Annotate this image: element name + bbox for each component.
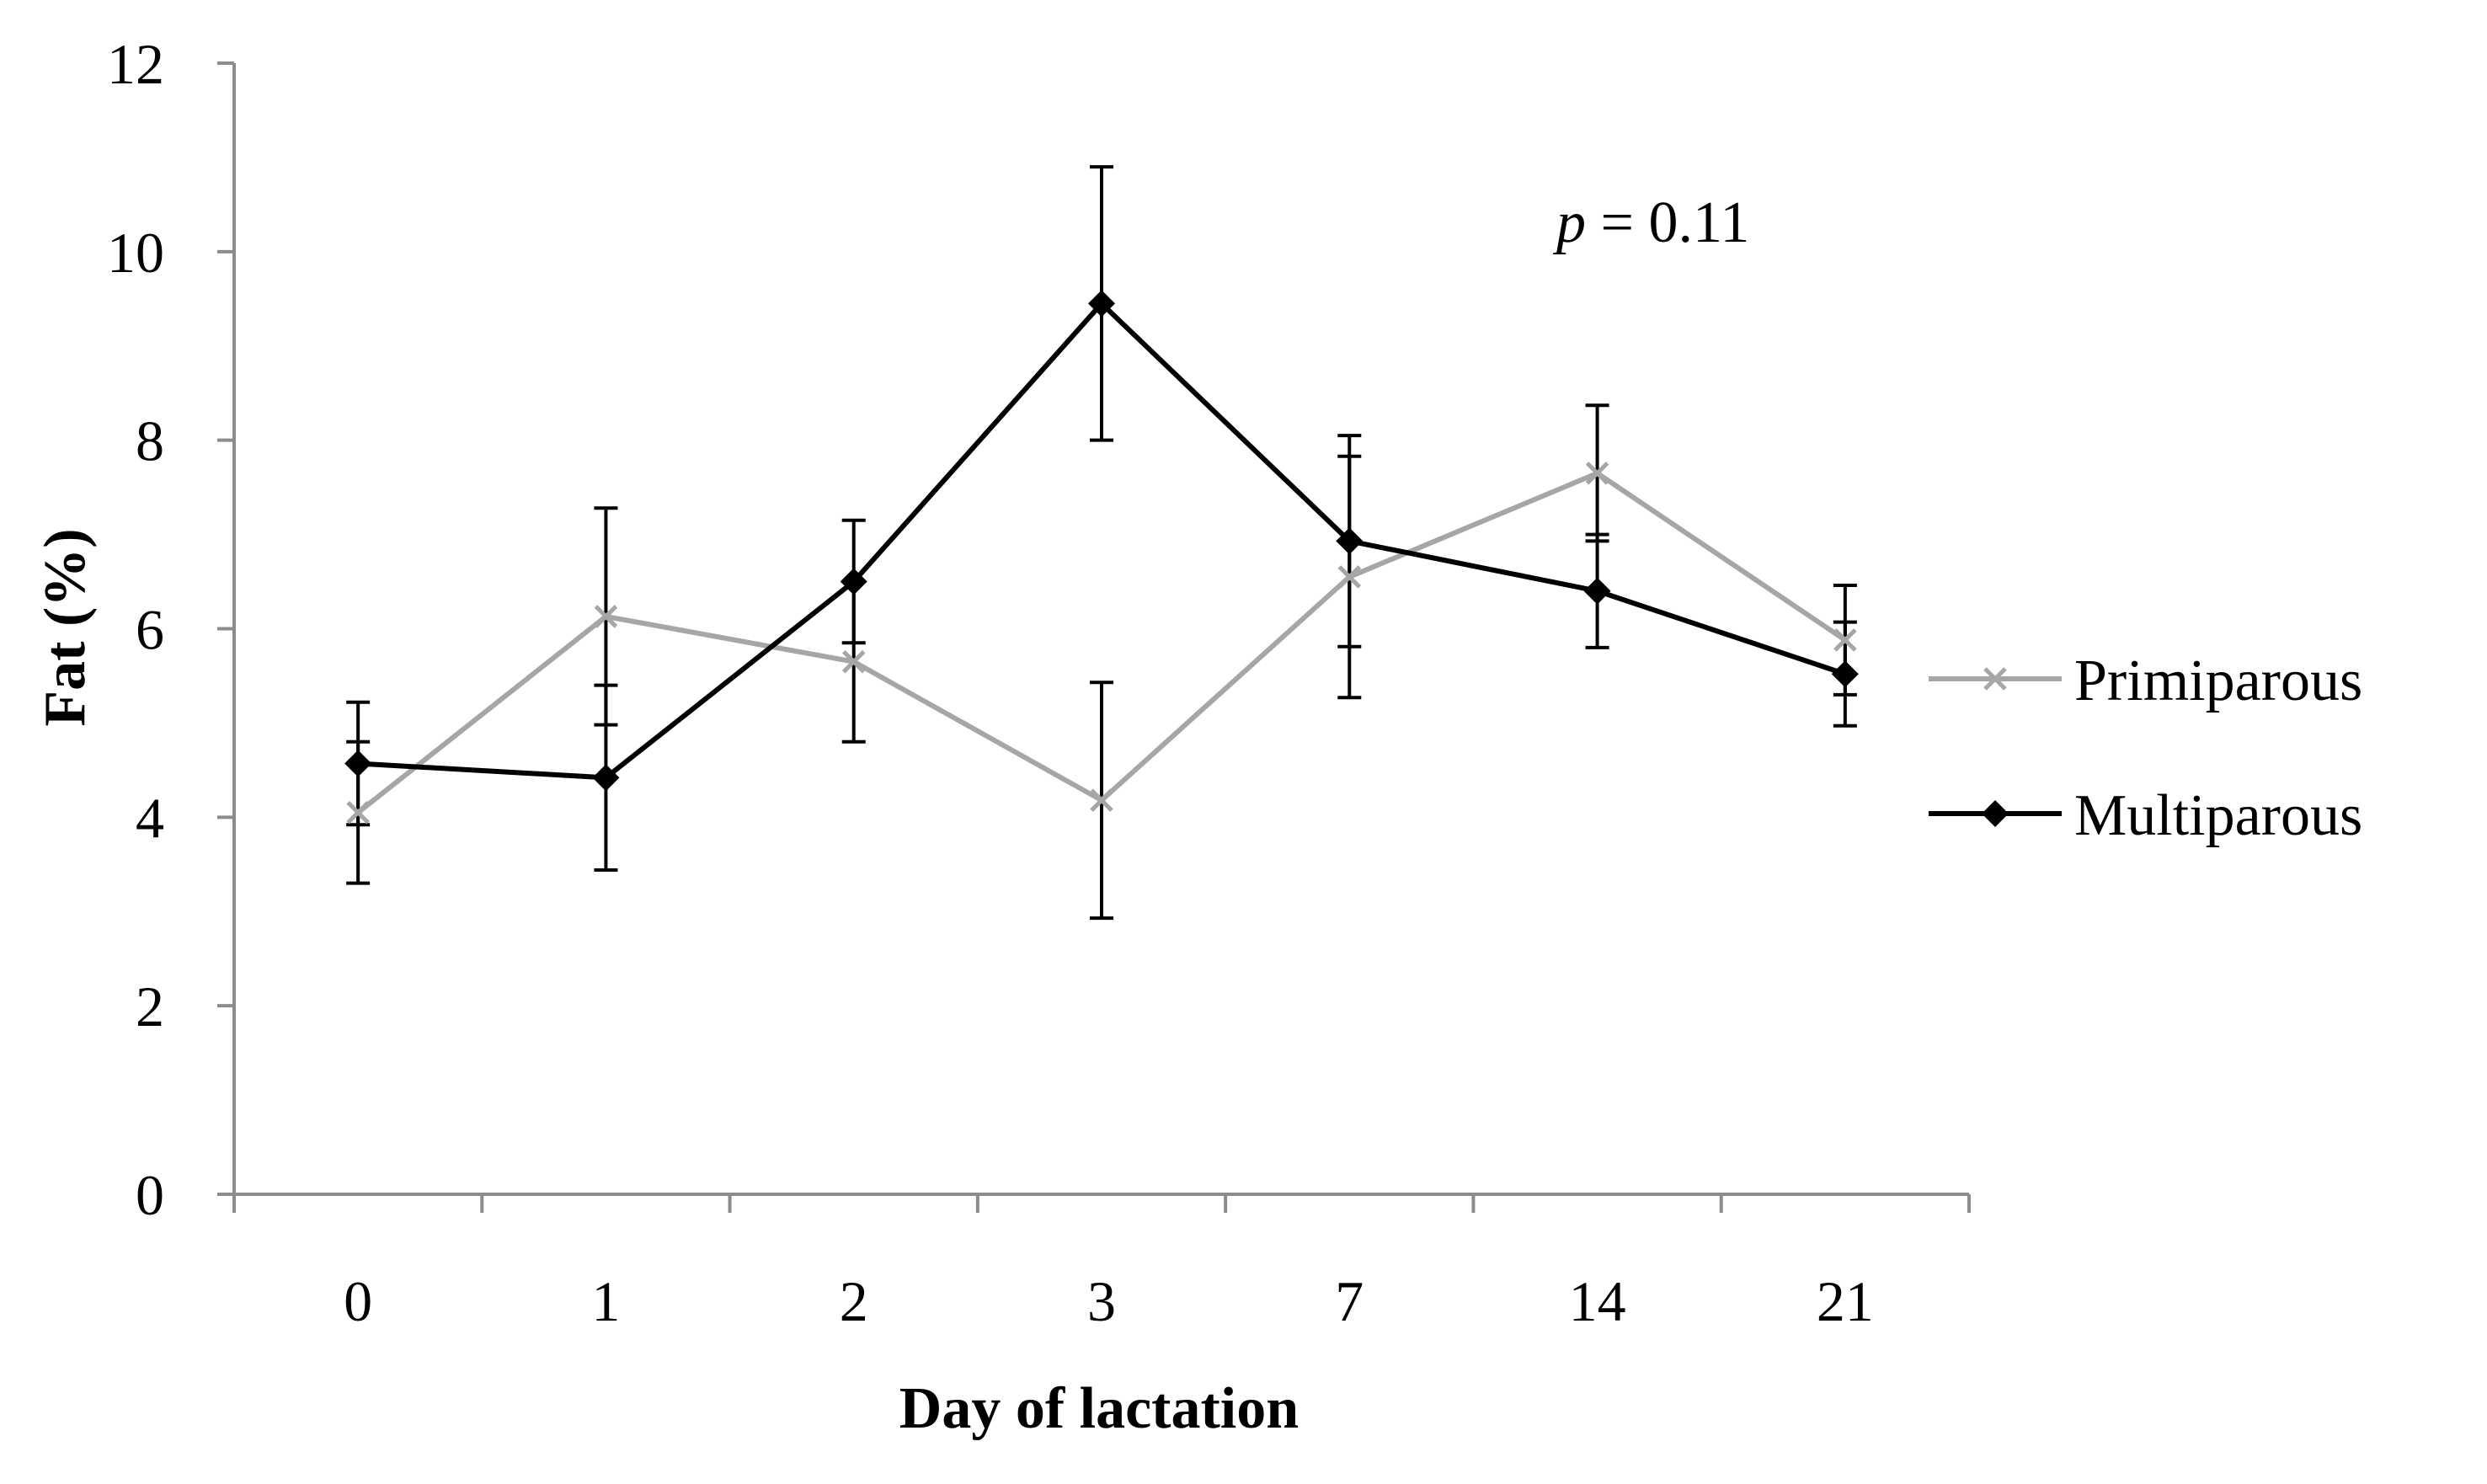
error-bars (346, 165, 1857, 921)
series-markers (344, 290, 1859, 825)
y-tick-label: 10 (107, 221, 164, 285)
primiparous-point-stroke-b (841, 649, 866, 674)
y-tick-label: 0 (136, 1163, 164, 1227)
x-tick-label: 2 (840, 1269, 868, 1333)
y-tick-label: 8 (136, 409, 164, 473)
p-symbol: p (1552, 190, 1586, 255)
primiparous-point-stroke-b (594, 605, 618, 628)
x-axis-title: Day of lactation (899, 1376, 1299, 1441)
multiparous-point (592, 764, 620, 792)
legend-primiparous-marker (1983, 667, 2007, 691)
multiparous-point (1831, 660, 1859, 688)
primiparous-point (1337, 565, 1362, 589)
primiparous-point-stroke-b (1337, 565, 1362, 589)
x-tick-label: 1 (591, 1269, 620, 1333)
y-tick-label: 2 (136, 974, 164, 1038)
p-value-annotation: p = 0.11 (1552, 190, 1749, 255)
primiparous-point-stroke-b (1090, 788, 1113, 812)
y-tick-label: 4 (136, 786, 164, 850)
x-tick-label: 3 (1087, 1269, 1116, 1333)
y-tick-label: 6 (136, 598, 164, 662)
multiparous-point (1088, 290, 1115, 318)
primiparous-point-stroke-b (1585, 462, 1609, 485)
primiparous-point (1585, 462, 1609, 485)
multiparous-point (840, 568, 867, 595)
primiparous-point (594, 605, 618, 628)
primiparous-point (346, 800, 370, 825)
x-tick-label: 0 (344, 1269, 372, 1333)
x-tick-label: 7 (1335, 1269, 1364, 1333)
legend-multiparous-marker (1982, 800, 2009, 827)
primiparous-point (1090, 788, 1113, 812)
p-value-text: = 0.11 (1586, 190, 1749, 255)
legend-primiparous-marker-stroke-b (1983, 667, 2007, 691)
multiparous-point (1336, 527, 1364, 555)
primiparous-point-stroke-b (1833, 628, 1857, 652)
primiparous-point-stroke-b (346, 800, 370, 825)
multiparous-point (1583, 577, 1611, 605)
y-axis-title: Fat (%) (33, 528, 98, 726)
primiparous-point (841, 649, 866, 674)
multiparous-point (344, 750, 372, 777)
primiparous-point (1833, 628, 1857, 652)
x-tick-label: 14 (1569, 1269, 1626, 1333)
y-tick-label: 12 (107, 32, 164, 96)
legend: Primiparous Multiparous (1929, 649, 2362, 848)
legend-primiparous-label: Primiparous (2074, 649, 2362, 713)
legend-multiparous-label: Multiparous (2074, 783, 2362, 848)
x-tick-label: 21 (1817, 1269, 1874, 1333)
